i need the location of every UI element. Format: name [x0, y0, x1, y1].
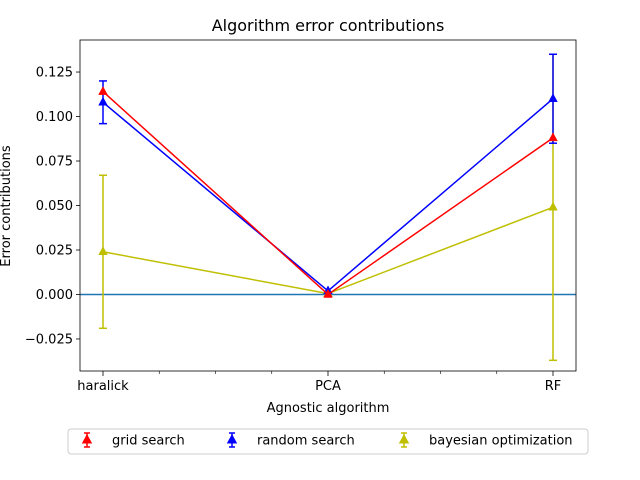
x-tick-label: RF: [545, 379, 562, 394]
series-random-search-point: [548, 93, 558, 102]
y-tick-label: 0.125: [36, 66, 73, 81]
y-tick-label: 0.000: [36, 288, 73, 303]
x-tick-label: haralick: [77, 379, 129, 394]
y-tick-label: 0.100: [36, 110, 73, 125]
series-random-search-line: [102, 98, 554, 292]
series-grid-search-point: [548, 132, 558, 142]
legend-random-search-marker: [226, 433, 238, 444]
legend-bayesian-optimization-label: bayesian optimization: [429, 434, 573, 449]
x-tick-label: PCA: [315, 379, 341, 394]
y-tick-label: 0.050: [36, 199, 73, 214]
legend: grid search random search bayesian optimiz…: [67, 428, 589, 455]
legend-box: [67, 428, 589, 455]
chart-title: Algorithm error contributions: [212, 16, 445, 35]
series-bayesian-optimization-point: [98, 246, 108, 256]
legend-bayesian-optimization-marker: [398, 433, 410, 444]
legend-random-search-label: random search: [257, 434, 355, 449]
series-random-search-point: [98, 96, 108, 106]
legend-grid-search-label: grid search: [112, 434, 185, 449]
y-tick-label: −0.025: [25, 332, 73, 347]
series-grid-search-point: [323, 288, 333, 298]
y-axis-label: Error contributions: [0, 145, 14, 267]
series-bayesian-optimization-point: [548, 201, 558, 211]
x-axis-label: Agnostic algorithm: [267, 401, 390, 416]
y-tick-label: 0.075: [36, 155, 73, 170]
series-bayesian-optimization-line: [102, 206, 554, 295]
plot-area: −0.025 0.000 0.025 0.050 0.075 0.100 0.125 hara…: [25, 39, 577, 394]
plot-frame: [79, 39, 577, 372]
y-tick-label: 0.025: [36, 243, 73, 258]
legend-grid-search-marker: [81, 433, 93, 444]
series-grid-search-point: [98, 86, 108, 95]
